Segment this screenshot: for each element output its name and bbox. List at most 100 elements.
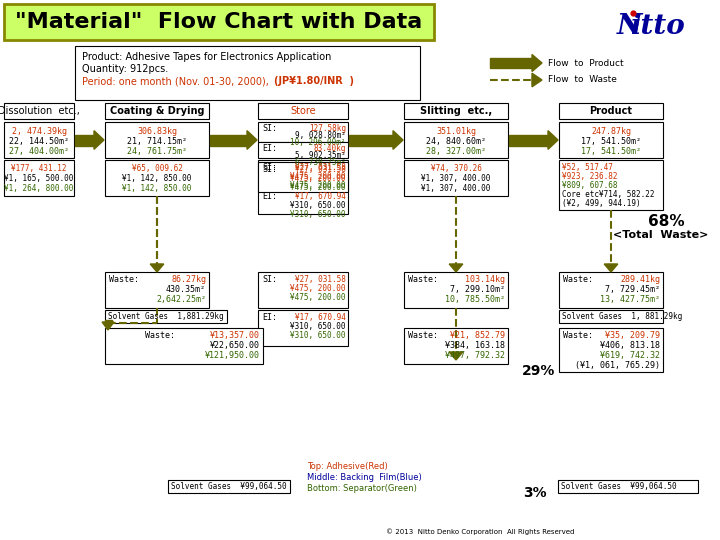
Bar bbox=[258, 142, 348, 158]
Text: 10, 296.00m²: 10, 296.00m² bbox=[290, 138, 346, 147]
Text: 22, 144.50m²: 22, 144.50m² bbox=[9, 137, 69, 146]
Text: ¥406, 813.18: ¥406, 813.18 bbox=[600, 341, 660, 350]
Bar bbox=[168, 480, 290, 493]
Text: Period: one month (Nov. 01-30, 2000),: Period: one month (Nov. 01-30, 2000), bbox=[82, 76, 275, 86]
Polygon shape bbox=[449, 352, 463, 360]
Text: ¥497, 792.32: ¥497, 792.32 bbox=[445, 351, 505, 360]
Text: ¥1, 307, 400.00: ¥1, 307, 400.00 bbox=[421, 174, 491, 183]
Text: Waste:: Waste: bbox=[563, 331, 593, 340]
Text: Slitting  etc.,: Slitting etc., bbox=[420, 106, 492, 116]
Text: Top: Adhesive(Red): Top: Adhesive(Red) bbox=[307, 462, 388, 471]
Text: 2,642.25m²: 2,642.25m² bbox=[156, 295, 206, 304]
Bar bbox=[404, 122, 508, 158]
Bar bbox=[559, 103, 663, 119]
Text: 13, 427.75m²: 13, 427.75m² bbox=[600, 295, 660, 304]
Text: 289.41kg: 289.41kg bbox=[620, 275, 660, 284]
Bar bbox=[559, 310, 663, 323]
Text: Waste:: Waste: bbox=[145, 331, 175, 340]
Text: 24, 761.75m²: 24, 761.75m² bbox=[127, 147, 187, 156]
Polygon shape bbox=[102, 322, 114, 330]
Text: (JP¥1.80/INR  ): (JP¥1.80/INR ) bbox=[274, 76, 354, 86]
Text: "Material"  Flow Chart with Data: "Material" Flow Chart with Data bbox=[15, 12, 423, 32]
Text: 6, 730.75m²: 6, 730.75m² bbox=[295, 158, 346, 167]
Text: ¥27, 031.58: ¥27, 031.58 bbox=[295, 163, 346, 172]
Bar bbox=[258, 272, 348, 308]
Text: N: N bbox=[617, 13, 642, 40]
Text: Product: Product bbox=[590, 106, 632, 116]
Polygon shape bbox=[94, 131, 104, 150]
Text: ¥52, 517.47: ¥52, 517.47 bbox=[562, 163, 613, 172]
Text: 2, 474.39kg: 2, 474.39kg bbox=[12, 127, 66, 136]
Bar bbox=[105, 328, 263, 364]
Text: Middle: Backing  Film(Blue): Middle: Backing Film(Blue) bbox=[307, 473, 422, 482]
Text: Core etc¥714, 582.22: Core etc¥714, 582.22 bbox=[562, 190, 654, 199]
Text: ¥27, 031.58: ¥27, 031.58 bbox=[295, 275, 346, 284]
Bar bbox=[105, 103, 209, 119]
Text: Flow  to  Product: Flow to Product bbox=[548, 58, 624, 68]
Text: 7, 299.10m²: 7, 299.10m² bbox=[450, 285, 505, 294]
Bar bbox=[258, 162, 348, 192]
Text: Waste:: Waste: bbox=[563, 275, 593, 284]
Text: ¥310, 650.00: ¥310, 650.00 bbox=[290, 210, 346, 219]
Text: SI:: SI: bbox=[262, 163, 277, 172]
Text: ¥475, 200.00: ¥475, 200.00 bbox=[290, 174, 346, 183]
Text: 306.83kg: 306.83kg bbox=[137, 127, 177, 136]
Text: Waste:: Waste: bbox=[109, 275, 139, 284]
Bar bbox=[75, 46, 420, 100]
Bar bbox=[4, 103, 74, 119]
Text: 430.35m²: 430.35m² bbox=[166, 285, 206, 294]
Text: (¥2, 499, 944.19): (¥2, 499, 944.19) bbox=[562, 199, 641, 208]
Text: 17, 541.50m²: 17, 541.50m² bbox=[581, 137, 641, 146]
Text: 103.14kg: 103.14kg bbox=[465, 275, 505, 284]
Polygon shape bbox=[393, 131, 403, 150]
Bar bbox=[105, 272, 209, 308]
Text: SI:: SI: bbox=[262, 124, 277, 133]
Text: (¥1, 061, 765.29): (¥1, 061, 765.29) bbox=[575, 361, 660, 370]
Text: 21, 714.15m²: 21, 714.15m² bbox=[127, 137, 187, 146]
Text: ¥475, 200.00: ¥475, 200.00 bbox=[290, 293, 346, 302]
Text: ¥475, 200.00: ¥475, 200.00 bbox=[290, 183, 346, 192]
Text: 7, 729.45m²: 7, 729.45m² bbox=[605, 285, 660, 294]
Bar bbox=[105, 160, 209, 196]
Text: 29%: 29% bbox=[522, 364, 556, 378]
Text: ¥1, 142, 850.00: ¥1, 142, 850.00 bbox=[122, 174, 192, 183]
Text: EI:: EI: bbox=[262, 144, 277, 153]
Text: ¥21, 852.79: ¥21, 852.79 bbox=[450, 331, 505, 340]
Polygon shape bbox=[75, 134, 94, 145]
Text: Dissolution  etc.,: Dissolution etc., bbox=[0, 106, 80, 116]
Polygon shape bbox=[104, 320, 112, 322]
Bar bbox=[404, 272, 508, 308]
Text: 83.40kg: 83.40kg bbox=[314, 144, 346, 153]
Text: Bottom: Separator(Green): Bottom: Separator(Green) bbox=[307, 484, 417, 493]
Text: 86.27kg: 86.27kg bbox=[171, 275, 206, 284]
Text: ¥310, 650.00: ¥310, 650.00 bbox=[290, 201, 346, 210]
Text: 10, 785.50m²: 10, 785.50m² bbox=[445, 295, 505, 304]
Polygon shape bbox=[548, 131, 558, 150]
Bar bbox=[404, 103, 508, 119]
Text: ¥27, 031.58: ¥27, 031.58 bbox=[295, 165, 346, 174]
Bar bbox=[404, 160, 508, 196]
Bar bbox=[258, 122, 348, 142]
Bar bbox=[4, 160, 74, 196]
Text: Solvent Gases  ¥99,064.50: Solvent Gases ¥99,064.50 bbox=[171, 482, 287, 491]
Text: Waste:: Waste: bbox=[408, 275, 438, 284]
Text: ¥475, 200.00: ¥475, 200.00 bbox=[290, 284, 346, 293]
Text: ¥74, 370.26: ¥74, 370.26 bbox=[431, 164, 482, 173]
Text: Waste:: Waste: bbox=[408, 331, 438, 340]
Polygon shape bbox=[150, 264, 164, 272]
Text: ¥22,650.00: ¥22,650.00 bbox=[210, 341, 260, 350]
Text: Flow  to  Waste: Flow to Waste bbox=[548, 76, 617, 84]
Polygon shape bbox=[449, 264, 463, 272]
Text: ¥13,357.00: ¥13,357.00 bbox=[210, 331, 260, 340]
Text: ¥619, 742.32: ¥619, 742.32 bbox=[600, 351, 660, 360]
Text: 5, 902.35m²: 5, 902.35m² bbox=[295, 151, 346, 160]
Text: SI:: SI: bbox=[262, 275, 277, 284]
Polygon shape bbox=[349, 134, 393, 145]
Text: 24, 840.60m²: 24, 840.60m² bbox=[426, 137, 486, 146]
Text: Solvent Gases  ¥99,064.50: Solvent Gases ¥99,064.50 bbox=[561, 482, 677, 491]
Text: Product: Adhesive Tapes for Electronics Application: Product: Adhesive Tapes for Electronics … bbox=[82, 52, 331, 62]
Text: ¥1, 142, 850.00: ¥1, 142, 850.00 bbox=[122, 184, 192, 193]
Text: ¥1, 307, 400.00: ¥1, 307, 400.00 bbox=[421, 184, 491, 193]
Bar bbox=[559, 160, 663, 210]
Text: ¥121,950.00: ¥121,950.00 bbox=[205, 351, 260, 360]
